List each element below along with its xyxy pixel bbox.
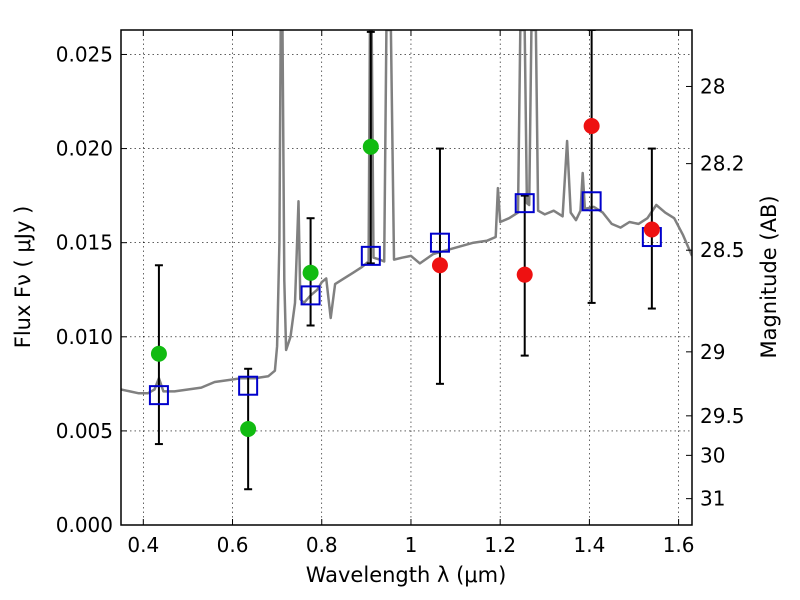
photometry-point <box>240 421 257 438</box>
x-tick-label: 1.2 <box>484 533 516 557</box>
photometry-point <box>643 221 660 238</box>
plot-area <box>121 30 692 491</box>
model-square-point <box>581 191 602 212</box>
y-right-tick-label: 28.2 <box>700 152 745 176</box>
plot-frame <box>120 29 693 526</box>
spectrum-line <box>121 30 692 395</box>
photometry-point <box>583 117 600 134</box>
grid <box>121 30 692 526</box>
y-axis-title: Flux Fν ( μJy ) <box>11 206 35 349</box>
photometry-point <box>150 345 167 362</box>
ticks <box>121 30 692 526</box>
y-tick-label: 0.000 <box>56 513 113 537</box>
model-square-point <box>300 285 321 306</box>
y-tick-label: 0.005 <box>56 419 113 443</box>
photometry-point <box>516 266 533 283</box>
y-right-tick-label: 31 <box>700 487 725 511</box>
model-square-point <box>360 245 381 266</box>
photometry-point <box>362 138 379 155</box>
y-tick-label: 0.010 <box>56 325 113 349</box>
model-square-point <box>148 385 169 406</box>
model-square-point <box>429 232 450 253</box>
y-right-tick-label: 30 <box>700 443 725 467</box>
tick-labels: 0.4 0.6 0.8 1 1.2 1.4 1.6 0.000 0.005 0.010 0.015 0… <box>56 42 745 557</box>
y-tick-label: 0.025 <box>56 42 113 66</box>
model-square-point <box>238 375 259 396</box>
y-axis-right-title: Magnitude (AB) <box>757 195 781 358</box>
x-axis-title: Wavelength λ (μm) <box>306 563 507 587</box>
x-tick-label: 0.6 <box>217 533 249 557</box>
photometry-point <box>302 264 319 281</box>
y-tick-label: 0.020 <box>56 137 113 161</box>
x-tick-label: 0.4 <box>127 533 159 557</box>
x-tick-label: 1.4 <box>573 533 605 557</box>
y-tick-label: 0.015 <box>56 231 113 255</box>
x-tick-label: 0.8 <box>306 533 338 557</box>
model-square-point <box>514 193 535 214</box>
y-right-tick-label: 28.5 <box>700 238 745 262</box>
y-right-tick-label: 29.5 <box>700 404 745 428</box>
x-tick-label: 1.6 <box>663 533 695 557</box>
y-right-tick-label: 28 <box>700 74 725 98</box>
y-right-tick-label: 29 <box>700 340 725 364</box>
x-tick-label: 1 <box>405 533 418 557</box>
photometry-point <box>431 257 448 274</box>
